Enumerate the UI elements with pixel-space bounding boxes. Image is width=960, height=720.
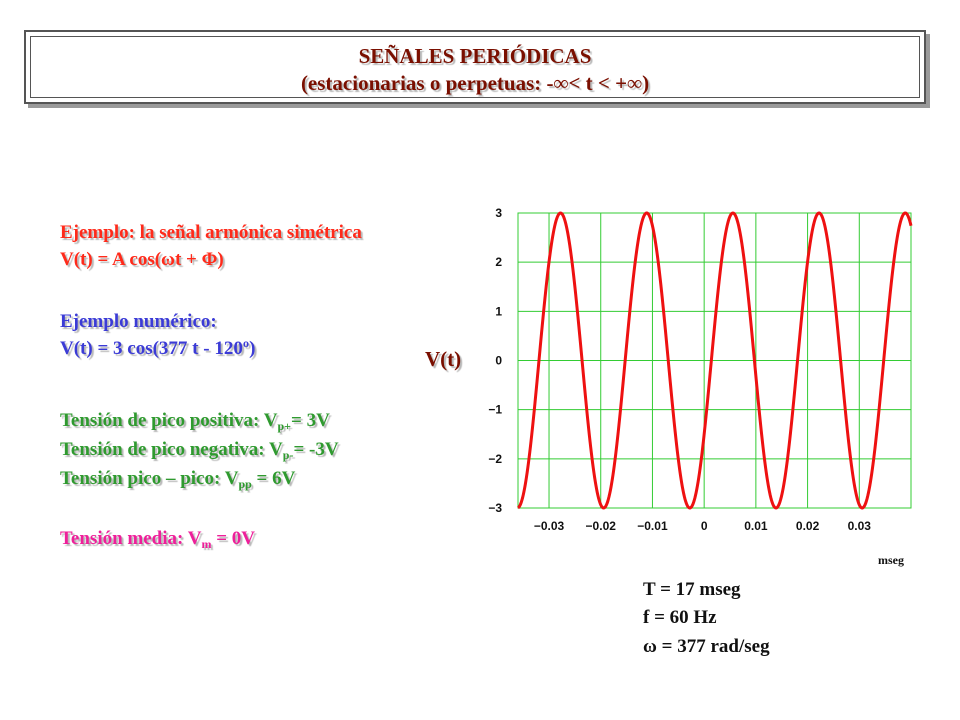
y-tick-label: 1 <box>495 304 502 318</box>
title-banner-inner: SEÑALES PERIÓDICAS (estacionarias o perp… <box>30 36 920 98</box>
y-tick-label: 3 <box>495 206 502 220</box>
x-tick-label: −0.02 <box>586 519 617 533</box>
x-tick-label: −0.03 <box>534 519 565 533</box>
peak-to-peak-sub: pp <box>238 477 252 491</box>
angular-frequency-text: ω = 377 rad/seg <box>643 636 770 657</box>
chart-tick-labels: −0.03 −0.02 −0.01 0 0.01 0.02 0.03 3 2 1 0 −1 −2 −3 <box>488 206 871 533</box>
y-tick-label: −1 <box>488 403 502 417</box>
example-title: Ejemplo: la señal armónica simétrica <box>60 222 362 243</box>
peak-negative-value: = -3V <box>293 439 339 460</box>
peak-negative-prefix: Tensión de pico negativa: V <box>60 439 283 460</box>
x-tick-label: 0.02 <box>796 519 820 533</box>
peak-positive-prefix: Tensión de pico positiva: V <box>60 410 278 431</box>
slide-title: SEÑALES PERIÓDICAS <box>358 44 592 68</box>
peak-to-peak-value: = 6V <box>251 468 296 489</box>
peak-positive-sub: p+ <box>277 419 292 433</box>
numeric-example-title: Ejemplo numérico: <box>60 311 217 332</box>
general-formula: V(t) = A cos(ωt + Φ) <box>60 249 224 270</box>
voltage-series-line <box>517 211 913 510</box>
x-tick-label: −0.01 <box>637 519 668 533</box>
title-banner: SEÑALES PERIÓDICAS (estacionarias o perp… <box>24 30 926 104</box>
y-tick-label: −2 <box>488 452 502 466</box>
slide-subtitle: (estacionarias o perpetuas: -∞< t < +∞) <box>300 71 650 95</box>
y-tick-label: 0 <box>495 354 502 368</box>
y-axis-label: V(t) <box>425 347 462 371</box>
mean-voltage-line: Tensión media: Vm = 0V <box>60 527 255 556</box>
x-tick-label: 0.01 <box>744 519 768 533</box>
peak-positive-value: = 3V <box>291 410 330 431</box>
peak-negative-sub: p- <box>282 448 294 462</box>
x-axis-unit-label: mseg <box>878 553 904 567</box>
mean-voltage-sub: m <box>201 537 212 551</box>
peak-to-peak-prefix: Tensión pico – pico: V <box>60 468 239 489</box>
x-tick-label: 0 <box>701 519 708 533</box>
y-tick-label: −3 <box>488 501 502 515</box>
mean-voltage-value: = 0V <box>211 528 256 549</box>
x-tick-label: 0.03 <box>848 519 872 533</box>
period-text: T = 17 mseg <box>643 579 741 600</box>
peak-positive-line: Tensión de pico positiva: Vp+= 3V <box>60 409 330 438</box>
peak-to-peak-line: Tensión pico – pico: Vpp = 6V <box>60 467 295 496</box>
frequency-text: f = 60 Hz <box>643 607 717 628</box>
mean-voltage-prefix: Tensión media: V <box>60 528 202 549</box>
y-tick-label: 2 <box>495 255 502 269</box>
plot-frame <box>517 212 912 509</box>
numeric-formula: V(t) = 3 cos(377 t - 120º) <box>60 338 256 359</box>
peak-negative-line: Tensión de pico negativa: Vp-= -3V <box>60 438 339 467</box>
